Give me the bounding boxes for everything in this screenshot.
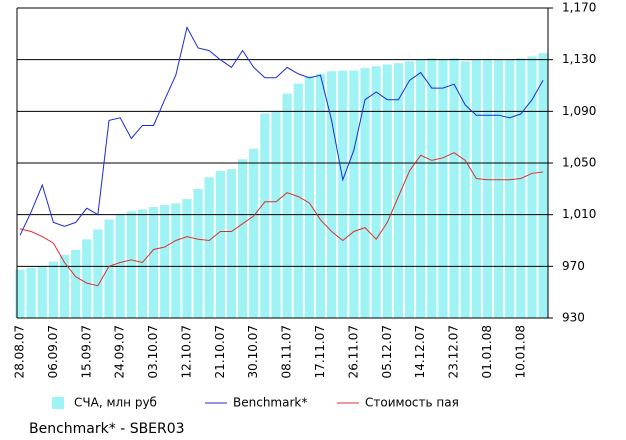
x-tick-label: 10.01.08 [513, 325, 527, 378]
bar [282, 93, 292, 318]
bar [59, 254, 70, 318]
plot-area: 1,170 1,130 1,090 1,050 1,010 970 930 28.08.07 0… [13, 1, 597, 410]
bar [471, 60, 481, 319]
bar [460, 61, 470, 318]
x-tick-label: 01.01.08 [480, 325, 494, 378]
legend-label: Стоимость пая [365, 396, 459, 410]
bar [148, 207, 159, 318]
line-series [19, 152, 544, 287]
bar [393, 63, 404, 319]
x-tick-label: 23.12.07 [447, 325, 461, 378]
bar [249, 148, 259, 318]
x-tick-label: 26.11.07 [346, 325, 360, 378]
bar [238, 159, 248, 318]
x-tick-label: 17.11.07 [313, 325, 327, 378]
bar [15, 269, 25, 318]
bar [82, 239, 92, 318]
bar [93, 229, 103, 318]
x-tick-label: 08.11.07 [280, 325, 294, 378]
x-tick-label: 28.08.07 [13, 325, 27, 378]
bar [493, 60, 504, 319]
legend-label: СЧА, млн руб [74, 396, 157, 410]
y2-tick-label: 1,130 [562, 52, 596, 66]
bar [293, 83, 303, 318]
bar [226, 169, 237, 318]
x-tick-label: 21.10.07 [213, 325, 227, 378]
bar [482, 60, 493, 319]
bar [260, 113, 270, 319]
legend-swatch [52, 397, 64, 409]
bar [215, 171, 225, 318]
bar [516, 58, 526, 318]
bar [160, 205, 170, 318]
x-tick-label: 12.10.07 [179, 325, 193, 378]
bar [527, 56, 537, 319]
bar [182, 198, 192, 318]
bar [315, 73, 326, 318]
legend-label: Benchmark* [233, 396, 307, 410]
bar [48, 261, 58, 318]
bar [404, 61, 415, 318]
y2-tick-label: 930 [562, 311, 585, 325]
line-series [19, 26, 544, 236]
x-tick-label: 30.10.07 [246, 325, 260, 378]
bar [427, 58, 437, 318]
footnote: Benchmark* - SBER03 [29, 421, 185, 437]
x-tick-label: 15.09.07 [79, 325, 93, 378]
y2-tick-label: 1,050 [562, 156, 596, 170]
bar [327, 71, 337, 319]
bar [349, 70, 359, 319]
bar [505, 59, 515, 319]
bar [171, 203, 181, 318]
bar [338, 70, 348, 319]
x-tick-label: 06.09.07 [46, 325, 60, 378]
bar [438, 60, 448, 319]
y2-tick-label: 1,170 [562, 1, 596, 15]
bar [416, 60, 426, 319]
y2-tick-label: 1,090 [562, 104, 596, 118]
bar [193, 189, 203, 318]
bar [360, 68, 370, 318]
y2-tick-label: 1,010 [562, 207, 596, 221]
bar [204, 177, 214, 318]
bar [382, 64, 392, 318]
x-tick-label: 03.10.07 [146, 325, 160, 378]
bar [37, 265, 47, 318]
x-tick-label: 24.09.07 [113, 325, 127, 378]
bar [538, 53, 548, 318]
bar [137, 209, 148, 318]
bar [304, 76, 314, 318]
bar [26, 267, 36, 318]
bar [71, 249, 81, 318]
bar [104, 219, 114, 318]
bar [371, 66, 381, 318]
x-tick-label: 05.12.07 [380, 325, 394, 378]
x-tick-label: 14.12.07 [413, 325, 427, 378]
bar [126, 211, 136, 318]
y2-tick-label: 970 [562, 259, 585, 273]
bar [449, 58, 459, 318]
